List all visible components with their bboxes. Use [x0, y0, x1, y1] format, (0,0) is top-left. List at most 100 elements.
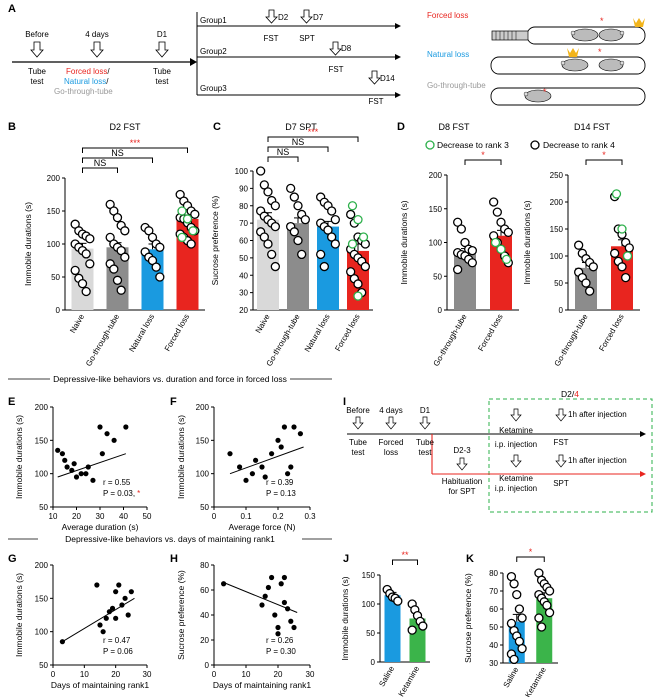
data-point [73, 474, 80, 480]
title-d8: D8 FST [438, 122, 470, 132]
data-point [581, 278, 591, 288]
data-point [289, 192, 299, 202]
sig-label: NS [277, 147, 290, 157]
y-tick-label: 150 [35, 594, 49, 603]
panel-label-c: C [213, 121, 221, 133]
y-axis-label: Immobile durations (s) [14, 573, 24, 657]
data-point-green [188, 226, 198, 236]
title-b: D2 FST [109, 122, 141, 132]
data-point-green [490, 237, 501, 248]
x-tick-label: Ketamine [523, 665, 548, 697]
data-point-green [358, 232, 369, 242]
down-arrow-icon [352, 416, 364, 430]
y-tick-label: 0 [56, 306, 61, 315]
x-tick-label: 30 [96, 512, 105, 521]
y-tick-label: 100 [429, 239, 443, 248]
data-point [259, 232, 269, 242]
data-point [291, 424, 297, 430]
tl-before: Before [25, 30, 49, 39]
down-arrow-icon [456, 457, 468, 471]
data-point [407, 625, 417, 635]
data-point [319, 261, 329, 272]
data-point [360, 261, 370, 272]
data-point [281, 424, 287, 430]
bar [257, 219, 279, 310]
i-forced: Forced [379, 438, 404, 447]
stat-r: r = 0.55 [103, 478, 131, 487]
tl-go-through: Go-through-tube [54, 87, 113, 96]
panel-label-f: F [170, 396, 177, 408]
down-arrow-icon [90, 41, 104, 58]
data-point [221, 581, 227, 587]
i-tube-1: Tube [349, 438, 367, 447]
stat-star: * [137, 489, 140, 498]
data-point-green [347, 239, 358, 249]
asterisk-icon: * [543, 87, 547, 97]
y-tick-label: 250 [550, 171, 564, 180]
sig-label: ** [401, 550, 409, 560]
down-arrow-icon [368, 70, 381, 85]
i-test-2: test [419, 448, 433, 457]
x-tick-label: Forced loss [163, 313, 191, 353]
asterisk-icon: * [600, 16, 604, 26]
data-point [330, 239, 340, 249]
y-tick-label: 200 [47, 174, 61, 183]
x-tick-label: 10 [242, 670, 251, 679]
sig-bracket [585, 159, 623, 165]
data-point [289, 227, 299, 237]
y-tick-label: 100 [35, 470, 49, 479]
data-point-green [182, 214, 193, 224]
data-point [585, 286, 595, 296]
data-point [316, 249, 326, 260]
x-tick-label: Saline [377, 664, 396, 688]
data-point [265, 584, 271, 591]
g3-d14: D14 [380, 74, 395, 83]
panel-label-i: I [343, 396, 346, 408]
data-point [78, 471, 84, 477]
i-ketamine-2: Ketamine [499, 474, 533, 483]
g1-d7: D7 [313, 13, 324, 22]
data-point [259, 180, 269, 190]
data-point [275, 437, 281, 443]
y-tick-label: 100 [550, 252, 564, 261]
panel-label-g: G [8, 553, 17, 565]
title-d14: D14 FST [574, 122, 611, 132]
data-point [278, 581, 284, 587]
data-point [227, 451, 233, 457]
data-point [62, 457, 68, 463]
data-point [109, 264, 119, 274]
i-forspt: for SPT [448, 487, 475, 496]
data-point [94, 582, 100, 588]
i-4days: 4 days [379, 406, 403, 415]
sig-bracket [516, 556, 545, 562]
tube-illustrations: Forced loss Natural loss Go-through-tube… [427, 11, 646, 106]
sig-bracket [267, 136, 359, 142]
y-tick-label: 0 [205, 661, 210, 670]
x-axis-label: Days of maintaining rank1 [51, 680, 150, 690]
data-point [293, 235, 303, 246]
sig-label: NS [94, 158, 107, 168]
data-point [272, 612, 278, 618]
y-tick-label: 50 [366, 629, 375, 638]
bar-chart: 20 30 40 50 60 70 80 90 100 Sucrose preference (%… [210, 127, 373, 368]
data-point [151, 262, 161, 272]
data-point [155, 242, 165, 252]
data-point [278, 444, 284, 450]
data-point [100, 629, 106, 635]
data-point [267, 249, 277, 260]
data-point [116, 285, 126, 295]
fit-line [62, 597, 135, 643]
y-tick-label: 60 [200, 586, 209, 595]
tl-4days: 4 days [85, 30, 109, 39]
panel-label-b: B [8, 121, 16, 133]
down-arrow-icon [555, 454, 567, 468]
data-point [512, 589, 522, 600]
y-tick-label: 0 [438, 306, 443, 315]
x-tick-label: Go-through-tube [265, 312, 302, 368]
mouse-icon [598, 58, 625, 72]
data-point [281, 599, 287, 606]
sig-label: NS [111, 148, 124, 158]
data-point [256, 166, 266, 176]
y-tick-label: 200 [35, 403, 49, 412]
